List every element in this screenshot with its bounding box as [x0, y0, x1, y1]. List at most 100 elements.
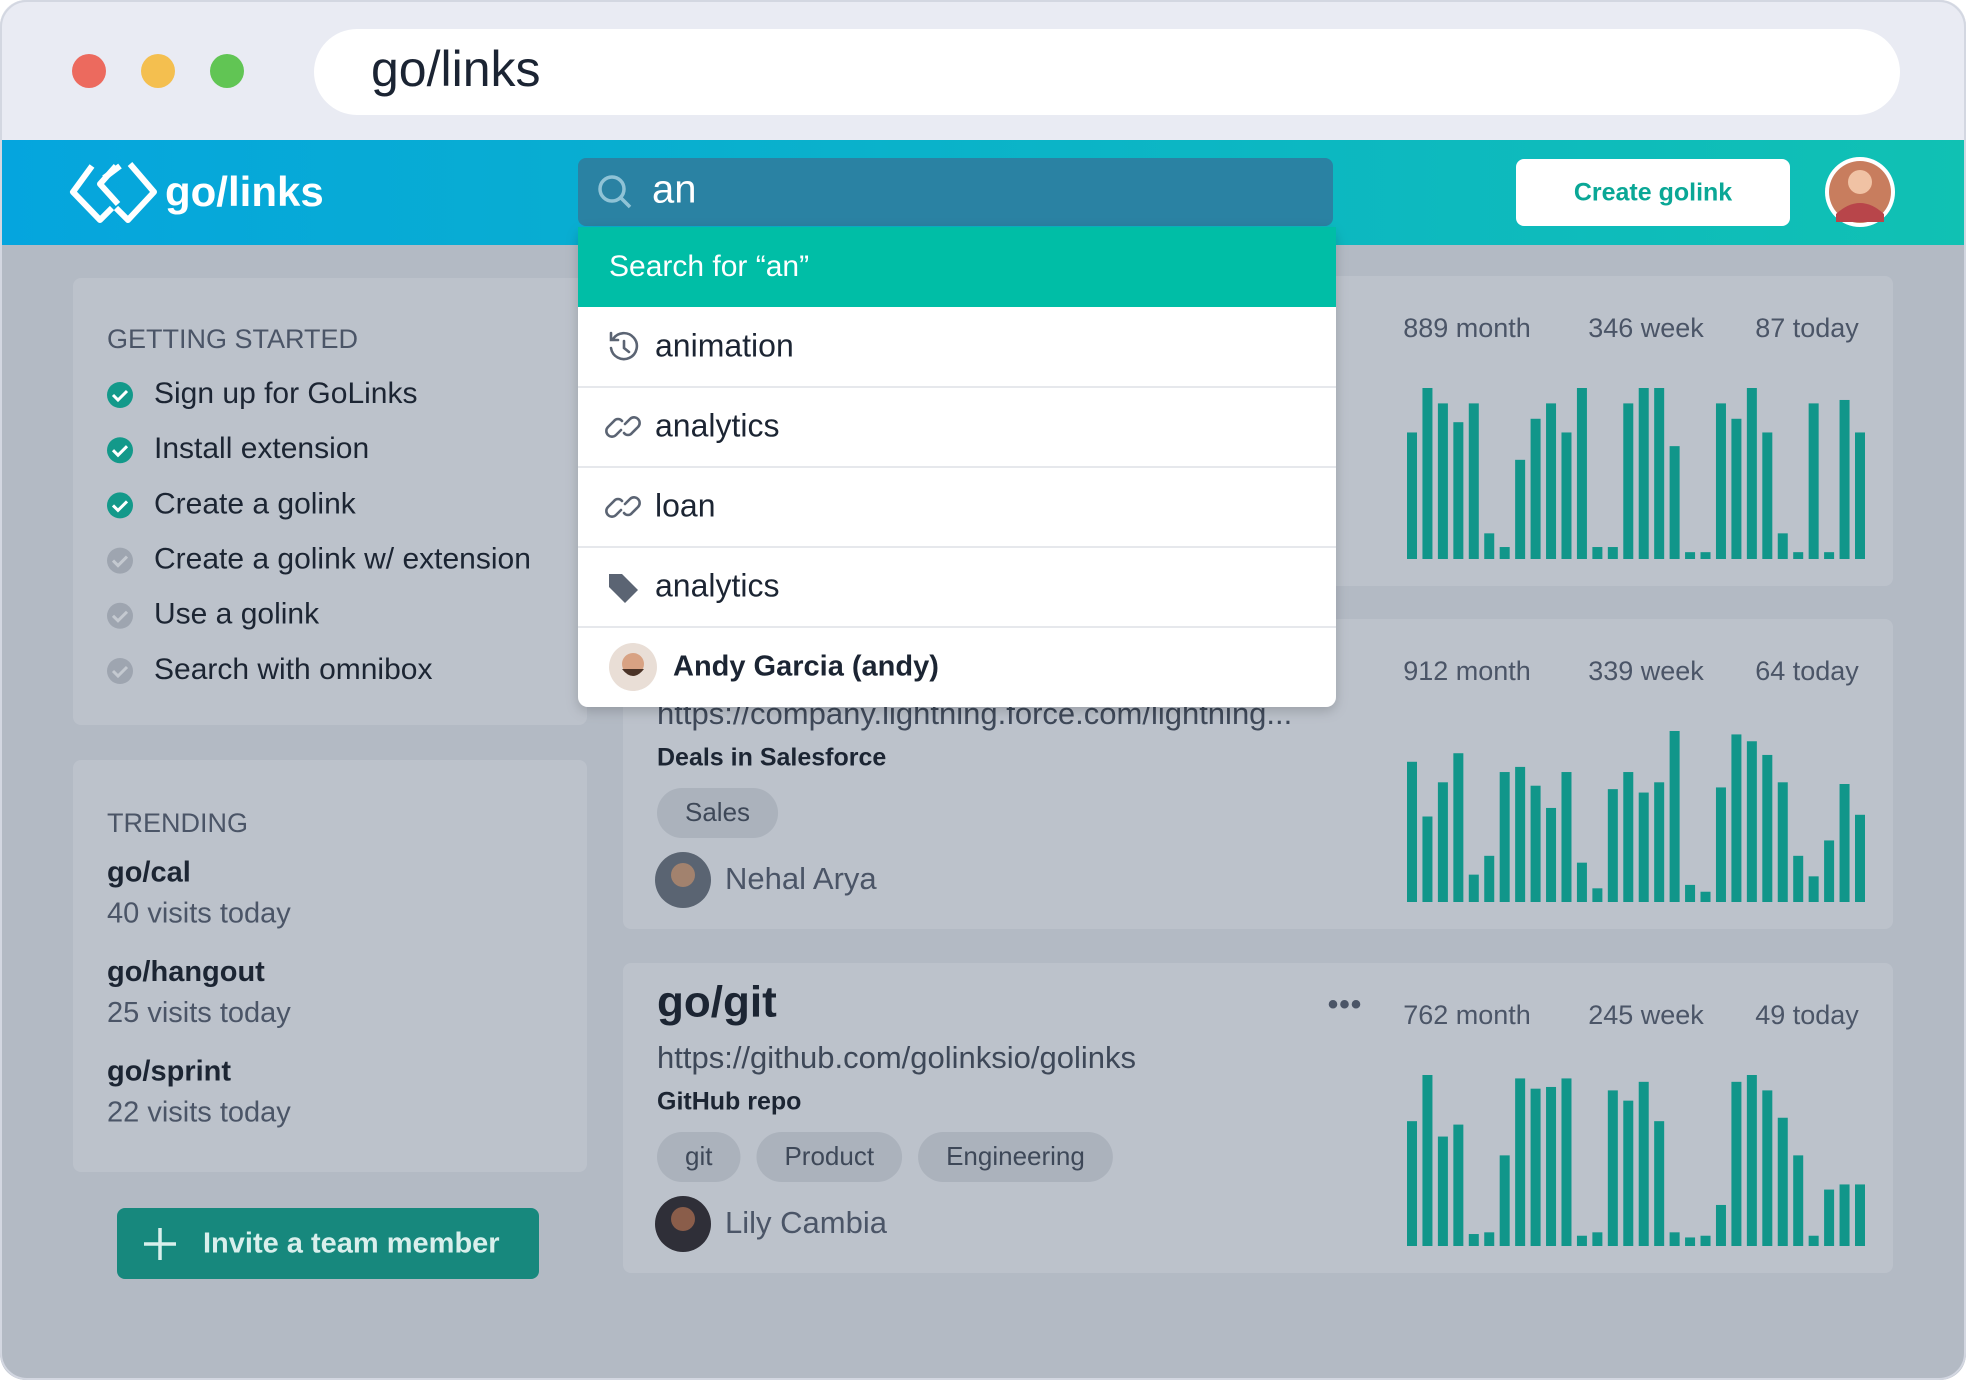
- step-label[interactable]: Create a golink: [154, 487, 357, 520]
- trending-visits: 40 visits today: [107, 898, 291, 930]
- usage-bar: [1669, 1232, 1680, 1246]
- usage-bar: [1715, 1204, 1726, 1246]
- link-name[interactable]: go/git: [657, 978, 777, 1027]
- url-bar[interactable]: [314, 29, 1900, 115]
- logo-text[interactable]: go/links: [165, 168, 324, 215]
- stat-label: 245 week: [1588, 1000, 1704, 1030]
- trending-link[interactable]: go/hangout: [107, 956, 265, 988]
- usage-bar: [1777, 782, 1788, 902]
- search-query: an: [652, 168, 697, 212]
- tag-icon: [609, 574, 638, 603]
- usage-bar: [1453, 422, 1464, 559]
- invite-plus: [144, 1228, 176, 1260]
- usage-bar: [1530, 785, 1541, 902]
- usage-bar: [1437, 1136, 1448, 1246]
- window-minimize[interactable]: [141, 54, 175, 88]
- step-label[interactable]: Sign up for GoLinks: [154, 377, 417, 410]
- usage-bar: [1437, 782, 1448, 902]
- url-text: go/links: [371, 41, 541, 97]
- trending-visits: 22 visits today: [107, 1097, 291, 1129]
- usage-bar: [1824, 552, 1835, 559]
- usage-bar: [1715, 403, 1726, 559]
- usage-bar: [1669, 731, 1680, 902]
- step-label[interactable]: Use a golink: [154, 598, 320, 631]
- usage-bar: [1762, 754, 1773, 902]
- getting-started-title: GETTING STARTED: [107, 324, 358, 354]
- usage-bar: [1793, 552, 1804, 559]
- tag-label: Sales: [685, 797, 750, 827]
- stat-label: 912 month: [1403, 656, 1531, 686]
- usage-bar: [1468, 874, 1479, 902]
- usage-bar: [1515, 766, 1526, 902]
- usage-bar: [1808, 1235, 1819, 1246]
- usage-bar: [1561, 772, 1572, 902]
- usage-bar: [1607, 789, 1618, 902]
- more-menu[interactable]: •••: [1328, 988, 1363, 1021]
- usage-bar: [1407, 432, 1417, 559]
- usage-bar: [1407, 761, 1417, 902]
- step-check: [111, 555, 129, 568]
- trending-visits: 25 visits today: [107, 997, 291, 1029]
- stat-label: 889 month: [1403, 313, 1531, 343]
- usage-bar: [1685, 552, 1696, 559]
- trending-link[interactable]: go/sprint: [107, 1056, 231, 1088]
- stat-label: 762 month: [1403, 1000, 1531, 1030]
- usage-bar: [1499, 547, 1510, 559]
- usage-bar: [1654, 388, 1665, 559]
- search-icon: [598, 175, 632, 209]
- tag-pill[interactable]: [657, 788, 779, 838]
- usage-bar: [1422, 1075, 1433, 1246]
- usage-bar: [1607, 547, 1618, 559]
- usage-bar: [1561, 432, 1572, 559]
- tag-label: git: [685, 1141, 713, 1171]
- window-maximize[interactable]: [210, 54, 244, 88]
- usage-bar: [1746, 388, 1757, 559]
- usage-bar: [1669, 446, 1680, 559]
- usage-bar: [1808, 876, 1819, 902]
- window-close[interactable]: [72, 54, 106, 88]
- usage-bar: [1592, 547, 1603, 559]
- user-avatar-beard: [622, 669, 644, 676]
- usage-bar: [1623, 1100, 1634, 1246]
- step-todo-icon: [107, 658, 133, 684]
- step-done-icon: [107, 492, 133, 519]
- usage-bar: [1654, 1121, 1665, 1246]
- link-url: https://github.com/golinksio/golinks: [657, 1040, 1136, 1075]
- step-label[interactable]: Install extension: [154, 432, 369, 465]
- tag-pill[interactable]: [756, 1132, 903, 1182]
- step-label[interactable]: Create a golink w/ extension: [154, 543, 531, 576]
- usage-bar: [1592, 888, 1603, 902]
- tag-pill[interactable]: [918, 1132, 1113, 1182]
- usage-bar: [1654, 782, 1665, 902]
- usage-bar: [1561, 1078, 1572, 1246]
- search-box[interactable]: [578, 158, 1333, 226]
- link-description: Deals in Salesforce: [657, 744, 886, 772]
- step-done-icon: [107, 437, 133, 464]
- search-for-row[interactable]: [578, 227, 1336, 307]
- usage-bar: [1731, 418, 1742, 559]
- step-check: [111, 445, 129, 458]
- usage-bar: [1731, 734, 1742, 902]
- usage-bar: [1437, 403, 1448, 559]
- usage-bar: [1607, 1090, 1618, 1246]
- link-icon: [605, 416, 641, 438]
- sidebar: GETTING STARTED Sign up for GoLinks Instal…: [73, 278, 587, 1279]
- stat-label: 339 week: [1588, 656, 1704, 686]
- stat-label: 346 week: [1588, 313, 1704, 343]
- usage-bar: [1407, 1121, 1417, 1246]
- invite-button[interactable]: [117, 1208, 539, 1279]
- owner-avatar-face: [671, 1207, 695, 1231]
- owner-avatar-face: [671, 863, 695, 887]
- step-check: [111, 500, 129, 513]
- trending-link[interactable]: go/cal: [107, 857, 191, 889]
- usage-bar: [1824, 840, 1835, 902]
- tag-pill[interactable]: [657, 1132, 741, 1182]
- create-golink-button[interactable]: [1516, 159, 1790, 226]
- usage-bar: [1530, 1088, 1541, 1246]
- usage-bar: [1777, 533, 1788, 559]
- usage-bar: [1638, 388, 1649, 559]
- usage-bar: [1638, 1081, 1649, 1246]
- link-card: [623, 963, 1893, 1273]
- step-label[interactable]: Search with omnibox: [154, 653, 432, 686]
